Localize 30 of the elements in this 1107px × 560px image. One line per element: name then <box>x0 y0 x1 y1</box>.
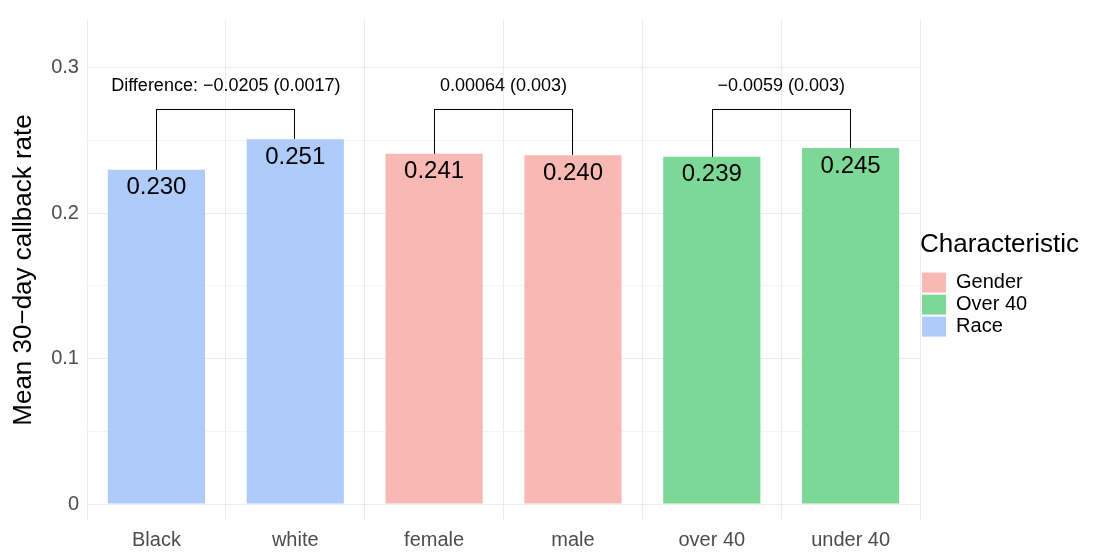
data-label: 0.241 <box>404 156 465 184</box>
x-tick-label: over 40 <box>678 527 746 550</box>
y-tick-label: 0.2 <box>51 200 79 223</box>
y-tick-label: 0.1 <box>51 346 79 369</box>
legend-label: Gender <box>956 270 1024 293</box>
bar <box>663 156 761 504</box>
x-tick-label: under 40 <box>811 527 891 550</box>
annotation: 0.00064 (0.003) <box>439 75 568 96</box>
y-tick-label: 0 <box>67 491 79 514</box>
x-tick-label: white <box>270 527 319 550</box>
y-tick-label: 0.3 <box>51 55 79 78</box>
legend-label: Race <box>956 314 1003 337</box>
bar <box>246 139 344 504</box>
data-label: 0.251 <box>265 141 326 169</box>
x-tick-label: male <box>551 527 595 550</box>
bar <box>107 169 206 504</box>
bar <box>385 153 483 504</box>
x-tick-label: Black <box>131 527 182 550</box>
legend-label: Over 40 <box>956 292 1028 315</box>
data-label: 0.230 <box>126 172 187 200</box>
data-label: 0.245 <box>820 150 881 178</box>
data-label: 0.240 <box>542 157 603 185</box>
bar <box>802 147 900 504</box>
annotation: −0.0059 (0.003) <box>717 75 846 96</box>
x-tick-label: female <box>404 527 465 550</box>
data-label: 0.239 <box>681 159 742 187</box>
y-axis-title: Mean 30−day callback rate <box>6 114 37 426</box>
bar <box>524 155 622 504</box>
annotation: Difference: −0.0205 (0.0017) <box>111 75 341 96</box>
legend-title: Characteristic <box>920 227 1079 258</box>
